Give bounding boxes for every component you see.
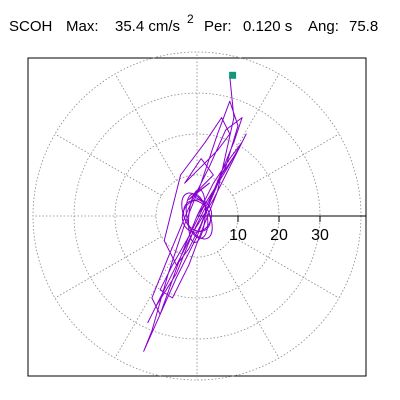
polar-axis: 10 20 30 [197, 215, 366, 244]
plot-header: SCOH Max: 35.4 cm/s 2 Per: 0.120 s Ang: … [0, 12, 400, 38]
grid-spoke-210 [54, 236, 162, 299]
radial-tick-label-10: 10 [229, 227, 247, 244]
angle-value: 75.8 [349, 18, 379, 35]
max-label: Max: [66, 18, 99, 35]
max-value: 35.4 cm/s [115, 18, 181, 35]
grid-spoke-150 [54, 133, 162, 196]
particle-motion-path [143, 74, 247, 352]
grid-spoke-240 [114, 251, 177, 359]
grid-spoke-60 [217, 73, 280, 181]
trace-core-loop-2 [188, 188, 206, 244]
grid-spoke-120 [114, 73, 177, 181]
motion-trace [143, 74, 247, 352]
grid-spoke-30 [232, 133, 340, 196]
period-value: 0.120 s [243, 18, 293, 35]
radial-tick-label-20: 20 [270, 227, 288, 244]
peak-marker-group [229, 71, 237, 79]
max-unit-exponent: 2 [187, 12, 194, 26]
peak-marker [229, 71, 237, 79]
grid-spoke-300 [217, 251, 280, 359]
trace-core-loop-4 [181, 192, 213, 240]
angle-label: Ang: [308, 18, 339, 35]
station-code: SCOH [9, 18, 53, 35]
period-label: Per: [204, 18, 232, 35]
radial-tick-label-30: 30 [311, 227, 329, 244]
grid-spoke-330 [232, 236, 340, 299]
